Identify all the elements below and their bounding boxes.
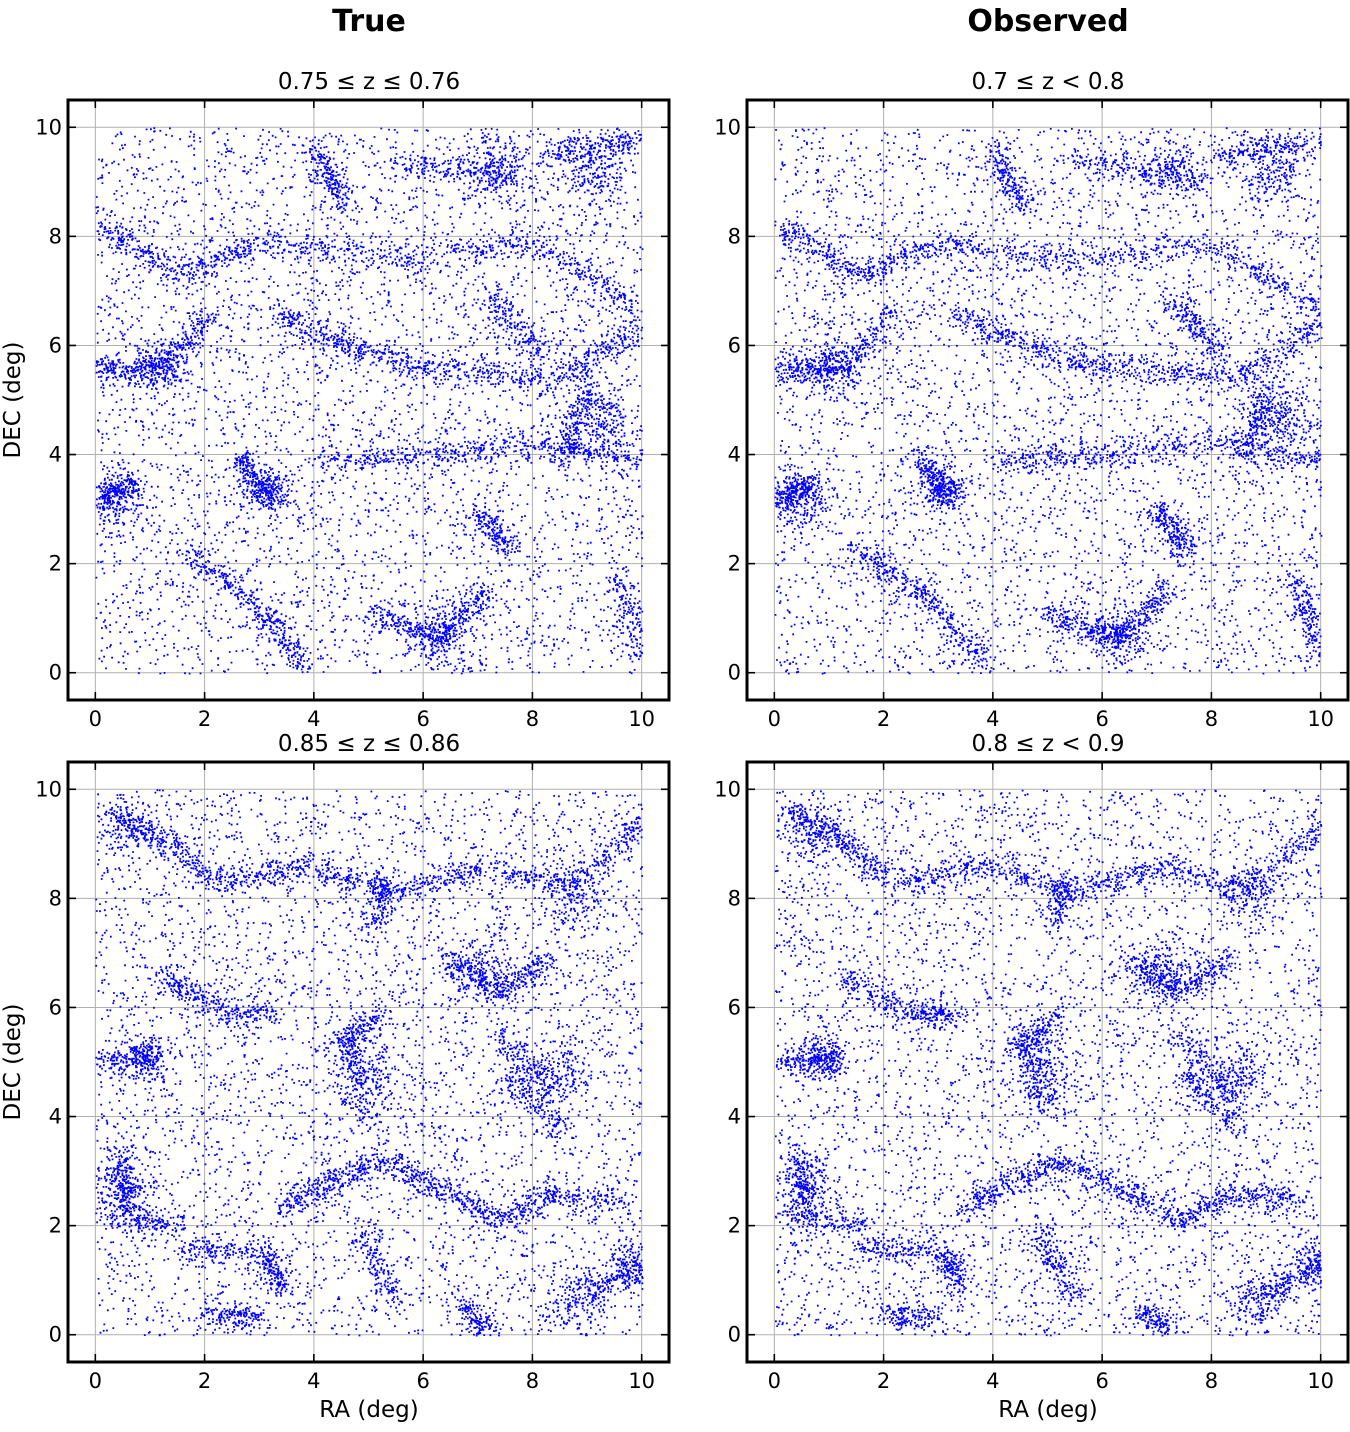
y-tick-label: 0 [728, 661, 741, 685]
column-title-true: True [332, 4, 406, 39]
x-tick-label: 2 [198, 707, 211, 731]
y-axis-label: DEC (deg) [0, 1004, 26, 1121]
x-tick-label: 0 [89, 707, 102, 731]
x-tick-label: 2 [198, 1369, 211, 1393]
panel-true-bottom: 0 2 4 6 8 10 0 2 4 6 8 10 0.85 ≤ z ≤ 0.86 DEC (deg) RA… [0, 731, 671, 1423]
y-tick-label: 6 [728, 995, 741, 1019]
x-tick-label: 0 [768, 1369, 781, 1393]
y-tick-label: 4 [49, 443, 62, 467]
scatter-points [774, 789, 1323, 1337]
panel-title: 0.75 ≤ z ≤ 0.76 [278, 69, 460, 95]
axes-frame [66, 760, 671, 1364]
x-tick-label: 10 [628, 1369, 655, 1393]
x-tick-label: 10 [1307, 707, 1334, 731]
x-tick-label: 4 [986, 1369, 999, 1393]
x-tick-label: 8 [1205, 707, 1218, 731]
x-tick-label: 6 [1095, 1369, 1108, 1393]
y-tick-label: 8 [728, 886, 741, 910]
grid [747, 762, 1348, 1362]
y-tick-label: 10 [35, 777, 62, 801]
y-tick-label: 2 [49, 1214, 62, 1238]
y-tick-label: 8 [728, 224, 741, 248]
y-tick-label: 6 [49, 995, 62, 1019]
panel-observed-top: 0 2 4 6 8 10 0 2 4 6 8 10 0.7 ≤ z < 0.8 [714, 69, 1350, 731]
y-tick-label: 4 [728, 443, 741, 467]
panel-observed-bottom: 0 2 4 6 8 10 0 2 4 6 8 10 0.8 ≤ z < 0.9 RA (deg) [714, 731, 1350, 1423]
x-tick-label: 0 [768, 707, 781, 731]
panel-title: 0.7 ≤ z < 0.8 [971, 69, 1124, 95]
y-tick-label: 2 [728, 1214, 741, 1238]
panel-title: 0.85 ≤ z ≤ 0.86 [278, 731, 460, 757]
x-tick-label: 4 [307, 707, 320, 731]
panel-title: 0.8 ≤ z < 0.9 [971, 731, 1124, 757]
x-tick-label: 8 [1205, 1369, 1218, 1393]
x-tick-label: 8 [526, 1369, 539, 1393]
grid [68, 762, 669, 1362]
y-tick-label: 4 [728, 1105, 741, 1129]
y-tick-label: 0 [728, 1323, 741, 1347]
y-tick-label: 10 [714, 115, 741, 139]
x-tick-label: 6 [1095, 707, 1108, 731]
y-tick-label: 6 [49, 333, 62, 357]
axes-frame [745, 98, 1350, 702]
y-tick-label: 10 [714, 777, 741, 801]
x-tick-label: 0 [89, 1369, 102, 1393]
axes-frame [745, 760, 1350, 1364]
scatter-points [95, 789, 644, 1337]
x-tick-label: 4 [986, 707, 999, 731]
y-tick-label: 2 [728, 552, 741, 576]
x-tick-label: 6 [416, 1369, 429, 1393]
column-title-observed: Observed [967, 4, 1128, 39]
x-axis-label: RA (deg) [319, 1397, 418, 1423]
y-tick-label: 8 [49, 886, 62, 910]
y-tick-label: 10 [35, 115, 62, 139]
x-axis-label: RA (deg) [998, 1397, 1097, 1423]
x-tick-label: 2 [877, 707, 890, 731]
y-tick-label: 2 [49, 552, 62, 576]
y-tick-label: 0 [49, 1323, 62, 1347]
axes-frame [66, 98, 671, 702]
x-tick-label: 6 [416, 707, 429, 731]
scatter-points [774, 127, 1323, 675]
x-tick-label: 8 [526, 707, 539, 731]
y-tick-label: 4 [49, 1105, 62, 1129]
x-tick-label: 4 [307, 1369, 320, 1393]
y-tick-label: 8 [49, 224, 62, 248]
y-axis-label: DEC (deg) [0, 342, 26, 459]
panel-true-top: 0 2 4 6 8 10 0 2 4 6 8 10 0.75 ≤ z ≤ 0.76 DEC (deg) [0, 69, 671, 731]
grid [68, 100, 669, 700]
y-tick-label: 0 [49, 661, 62, 685]
y-tick-label: 6 [728, 333, 741, 357]
x-tick-label: 2 [877, 1369, 890, 1393]
x-tick-label: 10 [1307, 1369, 1334, 1393]
scatter-points [95, 127, 644, 675]
x-tick-label: 10 [628, 707, 655, 731]
